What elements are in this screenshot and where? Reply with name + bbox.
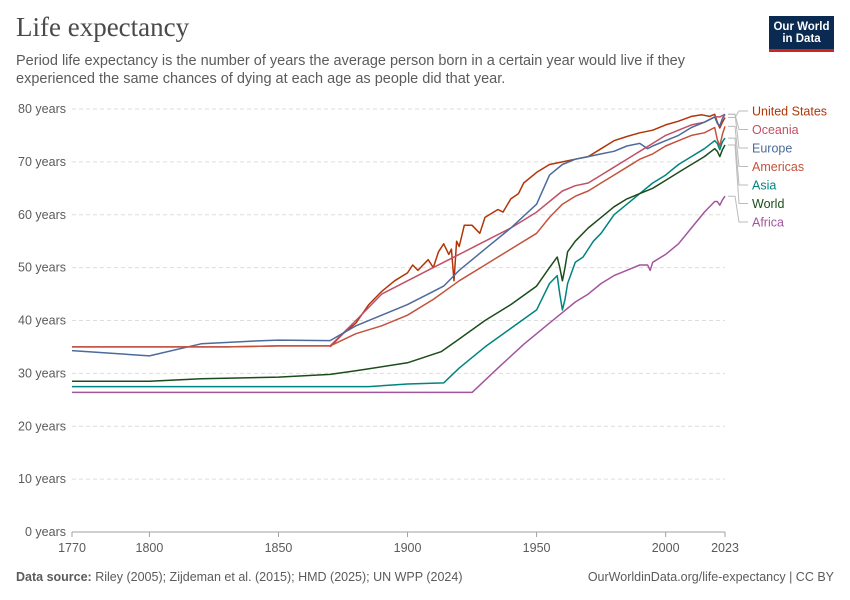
data-source-text: Riley (2005); Zijdeman et al. (2015); HM…: [95, 570, 463, 584]
legend-label-united-states[interactable]: United States: [752, 105, 827, 119]
y-tick-label: 20 years: [18, 419, 66, 433]
y-tick-label: 50 years: [18, 261, 66, 275]
series-line-africa[interactable]: [72, 195, 726, 394]
series-line-europe[interactable]: [71, 113, 726, 357]
logo-line-2: in Data: [782, 33, 821, 45]
y-tick-label: 70 years: [18, 155, 66, 169]
chart-subtitle: Period life expectancy is the number of …: [16, 53, 685, 87]
legend-connector: [728, 113, 748, 149]
legend-label-africa[interactable]: Africa: [752, 216, 784, 230]
grid-lines: [72, 108, 725, 533]
legend-connector: [728, 144, 748, 204]
source-link[interactable]: OurWorldinData.org/life-expectancy | CC …: [587, 570, 834, 584]
logo-line-1: Our World: [773, 21, 830, 33]
x-tick-label: 2000: [652, 541, 680, 555]
x-tick-label: 1950: [523, 541, 551, 555]
x-tick-label: 1850: [265, 541, 293, 555]
legend-connector: [728, 195, 748, 223]
y-tick-label: 30 years: [18, 366, 66, 380]
x-tick-label: 1800: [136, 541, 164, 555]
legend-label-world[interactable]: World: [752, 197, 784, 211]
y-tick-label: 40 years: [18, 314, 66, 328]
series-line-world[interactable]: [72, 144, 726, 383]
legend-connector: [728, 110, 748, 118]
legend-connector: [728, 137, 748, 186]
legend-label-oceania[interactable]: Oceania: [752, 123, 799, 137]
legend-label-asia[interactable]: Asia: [752, 179, 776, 193]
series-lines: [71, 113, 726, 394]
legend-label-europe[interactable]: Europe: [752, 142, 792, 156]
x-tick-label: 2023: [711, 541, 739, 555]
series-line-americas[interactable]: [72, 126, 726, 348]
legend-label-americas[interactable]: Americas: [752, 160, 804, 174]
x-tick-label: 1900: [394, 541, 422, 555]
chart-title: Life expectancy: [16, 12, 190, 42]
series-line-oceania[interactable]: [72, 113, 726, 348]
y-tick-label: 60 years: [18, 208, 66, 222]
legend-connector: [728, 125, 748, 167]
series-line-asia[interactable]: [72, 137, 726, 388]
data-source: Data source: Riley (2005); Zijdeman et a…: [16, 570, 463, 584]
x-tick-label: 1770: [58, 541, 86, 555]
y-tick-label: 10 years: [18, 472, 66, 486]
data-source-label: Data source:: [16, 570, 92, 584]
series-line-united-states[interactable]: [329, 113, 726, 348]
legend: United States Oceania Europe Americas Asia Wo…: [728, 105, 827, 230]
y-tick-label: 80 years: [18, 102, 66, 116]
y-tick-label: 0 years: [25, 525, 66, 539]
y-axis-ticks: 0 years 10 years 20 years 30 years 40 years 5…: [18, 102, 66, 539]
owid-logo[interactable]: Our World in Data: [769, 16, 834, 52]
x-axis-ticks: 1770 1800 1850 1900 1950 2000 2023: [58, 532, 739, 555]
legend-connector: [728, 113, 748, 130]
